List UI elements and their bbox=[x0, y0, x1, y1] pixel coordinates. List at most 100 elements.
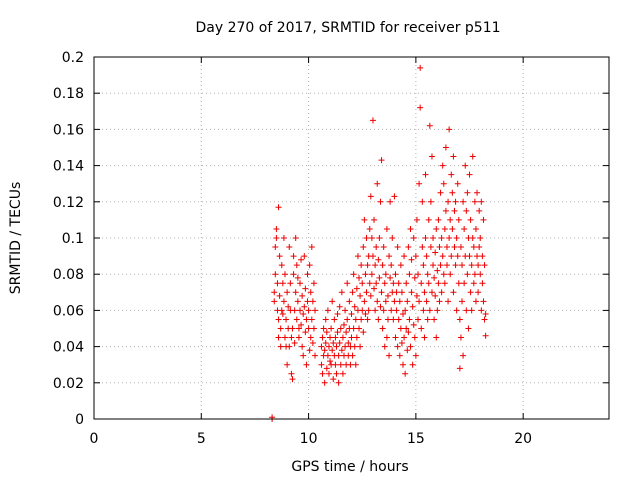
data-point bbox=[277, 325, 284, 332]
data-point bbox=[423, 298, 430, 305]
data-point bbox=[405, 244, 412, 251]
data-point bbox=[330, 339, 337, 346]
data-point bbox=[371, 216, 378, 223]
data-point bbox=[384, 316, 391, 323]
data-point bbox=[447, 271, 454, 278]
data-point bbox=[275, 204, 282, 211]
data-point bbox=[372, 307, 379, 314]
data-point bbox=[409, 303, 416, 310]
data-point bbox=[454, 253, 461, 260]
data-point bbox=[339, 370, 346, 377]
data-point bbox=[447, 216, 454, 223]
data-point bbox=[430, 262, 437, 269]
data-point bbox=[475, 289, 482, 296]
data-point bbox=[417, 104, 424, 111]
data-point bbox=[345, 339, 352, 346]
data-point bbox=[437, 189, 444, 196]
data-point bbox=[300, 311, 307, 318]
data-point bbox=[380, 307, 387, 314]
data-point bbox=[312, 307, 319, 314]
data-point bbox=[396, 352, 403, 359]
data-point bbox=[396, 298, 403, 305]
data-point bbox=[331, 316, 338, 323]
data-point bbox=[471, 271, 478, 278]
data-point bbox=[383, 334, 390, 341]
data-point bbox=[472, 298, 479, 305]
data-points bbox=[269, 64, 489, 422]
data-point bbox=[410, 235, 417, 241]
data-point bbox=[328, 325, 335, 332]
y-tick-label: 0.06 bbox=[53, 303, 84, 319]
data-point bbox=[348, 311, 355, 318]
data-point bbox=[335, 379, 342, 386]
data-point bbox=[456, 316, 463, 323]
data-point bbox=[388, 307, 395, 314]
data-point bbox=[391, 193, 398, 200]
y-tick-label: 0 bbox=[75, 412, 84, 428]
data-point bbox=[286, 244, 293, 251]
data-point bbox=[308, 316, 315, 323]
data-point bbox=[312, 352, 319, 359]
data-point bbox=[402, 307, 409, 314]
data-point bbox=[480, 216, 487, 223]
data-point bbox=[284, 289, 291, 296]
data-point bbox=[373, 280, 380, 287]
data-point bbox=[284, 361, 291, 368]
data-point bbox=[327, 358, 334, 365]
data-point bbox=[378, 289, 385, 296]
data-point bbox=[359, 307, 366, 314]
data-point bbox=[375, 256, 382, 263]
data-point bbox=[390, 316, 397, 323]
data-point bbox=[394, 244, 401, 251]
data-point bbox=[272, 271, 279, 278]
data-point bbox=[297, 307, 303, 314]
data-point bbox=[478, 307, 485, 314]
data-point bbox=[438, 289, 445, 296]
data-point bbox=[453, 307, 460, 314]
data-point bbox=[356, 274, 363, 281]
data-point bbox=[411, 274, 418, 281]
data-point bbox=[367, 292, 374, 299]
data-point bbox=[365, 307, 372, 314]
data-point bbox=[392, 271, 399, 278]
data-point bbox=[387, 198, 394, 205]
data-point bbox=[423, 253, 430, 260]
data-point bbox=[285, 303, 292, 310]
data-point bbox=[377, 198, 384, 205]
data-point bbox=[319, 334, 326, 341]
data-point bbox=[307, 334, 314, 341]
data-point bbox=[393, 307, 400, 314]
y-axis-label: SRMTID / TECUs bbox=[8, 182, 24, 295]
data-point bbox=[353, 334, 360, 341]
data-point bbox=[422, 235, 429, 241]
data-point bbox=[353, 285, 360, 292]
data-point bbox=[400, 361, 406, 368]
data-point bbox=[306, 262, 313, 269]
data-point bbox=[449, 225, 456, 232]
data-point bbox=[454, 180, 461, 187]
y-tick-label: 0.04 bbox=[53, 340, 84, 356]
x-tick-label: 5 bbox=[197, 431, 206, 447]
data-point bbox=[368, 235, 375, 241]
data-point bbox=[334, 311, 341, 318]
data-point bbox=[446, 126, 453, 133]
data-point bbox=[320, 325, 327, 332]
data-point bbox=[278, 262, 285, 269]
data-point bbox=[272, 244, 279, 251]
data-point bbox=[323, 329, 330, 336]
x-tick-label: 15 bbox=[407, 431, 425, 447]
data-point bbox=[449, 189, 456, 196]
data-point bbox=[382, 271, 389, 278]
data-point bbox=[419, 198, 426, 205]
data-point bbox=[401, 253, 408, 260]
data-point bbox=[362, 271, 369, 278]
data-point bbox=[467, 289, 474, 296]
data-point bbox=[411, 334, 418, 341]
data-point bbox=[338, 347, 345, 354]
data-point bbox=[364, 262, 371, 269]
data-point bbox=[290, 253, 297, 260]
data-point bbox=[373, 244, 380, 251]
data-point bbox=[455, 216, 462, 223]
data-point bbox=[384, 292, 391, 299]
data-point bbox=[280, 298, 287, 305]
